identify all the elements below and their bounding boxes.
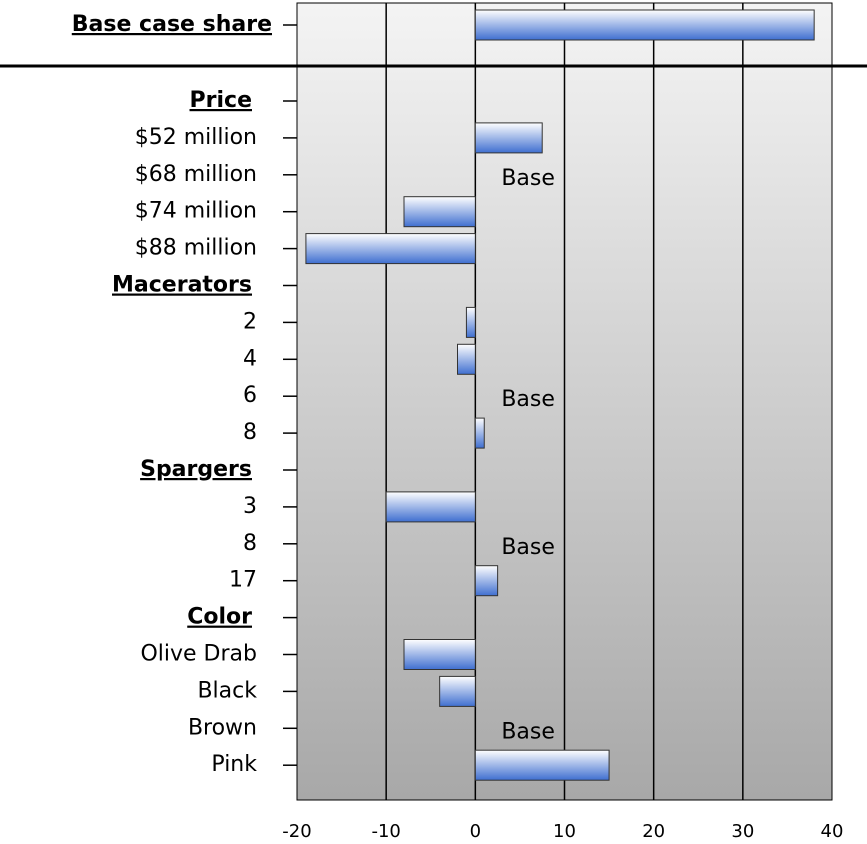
y-tick-label: $68 million <box>135 162 257 187</box>
section-header: Base case share <box>72 12 272 37</box>
section-header: Spargers <box>140 457 252 482</box>
y-tick-label: 3 <box>243 494 257 519</box>
base-label: Base <box>501 719 555 744</box>
base-label: Base <box>501 387 555 412</box>
section-header: Color <box>187 605 252 630</box>
bar <box>474 565 499 597</box>
bar <box>474 122 543 154</box>
base-label: Base <box>501 166 555 191</box>
y-tick-label: Pink <box>211 752 257 777</box>
bar <box>439 675 476 707</box>
bar <box>305 233 476 265</box>
y-tick-label: $52 million <box>135 125 257 150</box>
x-tick-label: -10 <box>371 821 400 842</box>
bar <box>474 749 610 781</box>
bar <box>403 639 476 670</box>
x-tick-label: 30 <box>731 821 754 842</box>
y-tick-label: Black <box>197 678 257 703</box>
x-tick-label: 10 <box>553 821 576 842</box>
bar <box>403 196 476 228</box>
y-tick-label: 6 <box>243 383 257 408</box>
section-header: Price <box>190 88 252 113</box>
y-tick-label: Brown <box>188 715 257 740</box>
bar <box>474 417 485 449</box>
y-tick-label: 8 <box>243 531 257 556</box>
y-tick-label: $88 million <box>135 236 257 261</box>
bar <box>474 9 815 41</box>
y-tick-label: Olive Drab <box>140 642 257 667</box>
y-tick-label: 8 <box>243 420 257 445</box>
x-tick-label: 20 <box>642 821 665 842</box>
base-label: Base <box>501 535 555 560</box>
y-tick-label: 4 <box>243 346 257 371</box>
y-tick-label: 17 <box>229 568 257 593</box>
bar <box>465 306 476 338</box>
x-tick-label: 0 <box>470 821 481 842</box>
bar <box>457 343 476 375</box>
x-tick-label: -20 <box>282 821 311 842</box>
y-tick-label: 2 <box>243 309 257 334</box>
section-header: Macerators <box>112 273 252 298</box>
y-tick-label: $74 million <box>135 199 257 224</box>
x-tick-label: 40 <box>821 821 844 842</box>
bar <box>385 491 476 523</box>
